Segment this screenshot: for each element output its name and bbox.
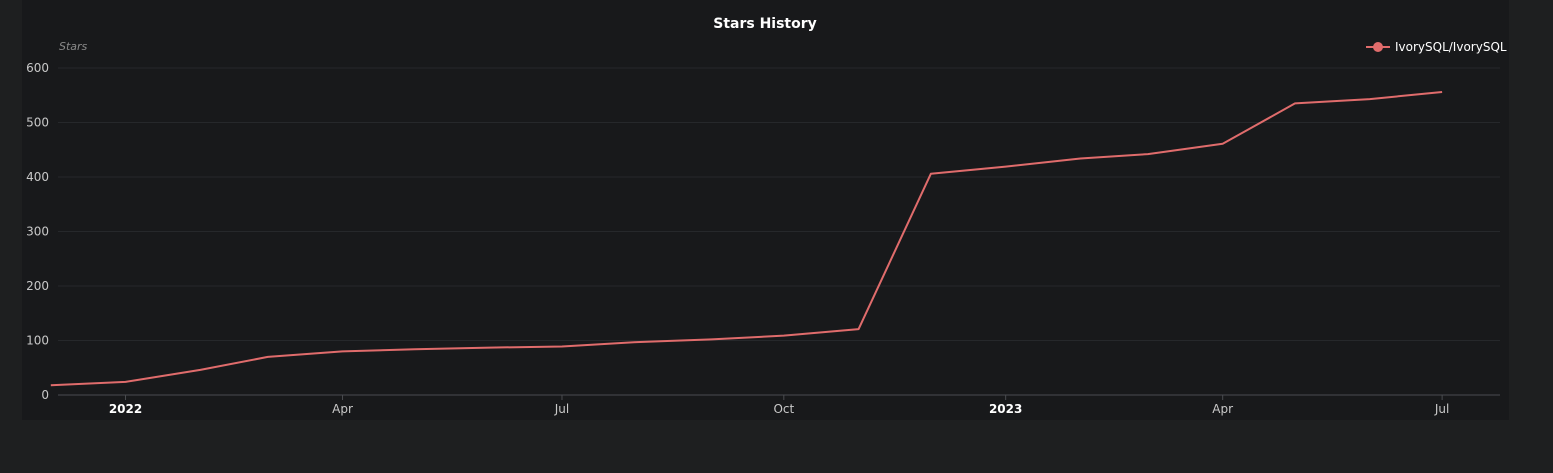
stars-history-chart: Stars History Stars 0100200300400500600 … [26, 16, 1507, 416]
legend-marker [1373, 42, 1383, 52]
x-tick-label: 2023 [989, 402, 1022, 416]
legend[interactable]: IvorySQL/IvorySQL [1366, 40, 1507, 54]
chart-panel: Stars History Stars 0 100 200 300 400 500 600 … [22, 0, 1509, 420]
chart-title: Stars History [713, 16, 817, 32]
y-axis-label: Stars [59, 40, 88, 53]
x-tick-label: Apr [1212, 402, 1233, 416]
x-tick-label: Apr [332, 402, 353, 416]
y-tick-label: 500 [26, 116, 49, 130]
y-tick-label: 300 [26, 225, 49, 239]
x-axis-ticks: 2022 Apr Jul Oct 2023 Apr Jul [109, 395, 1449, 416]
grid-lines [58, 67, 1500, 341]
y-tick-label: 200 [26, 279, 49, 293]
x-tick-label: Oct [773, 402, 794, 416]
x-tick-label: Jul [554, 402, 569, 416]
y-tick-label: 0 [41, 388, 49, 402]
x-tick-label: 2022 [109, 402, 142, 416]
series-line[interactable] [50, 91, 1443, 387]
y-axis-ticks: 0 100 200 300 400 500 600 [26, 61, 49, 402]
x-tick-label: Jul [1434, 402, 1449, 416]
series-layer [50, 91, 1443, 387]
legend-label[interactable]: IvorySQL/IvorySQL [1395, 40, 1507, 54]
y-tick-label: 100 [26, 334, 49, 348]
y-tick-label: 600 [26, 61, 49, 75]
y-tick-label: 400 [26, 170, 49, 184]
